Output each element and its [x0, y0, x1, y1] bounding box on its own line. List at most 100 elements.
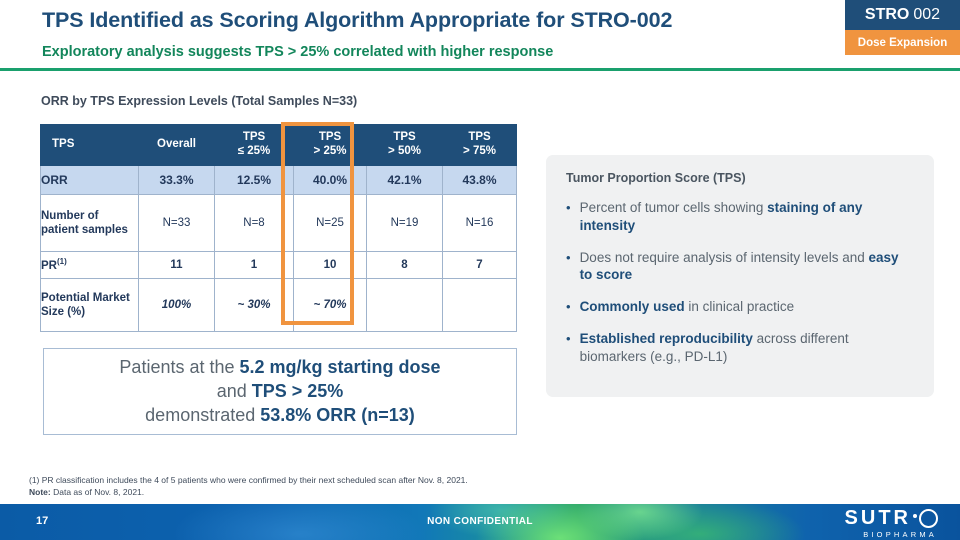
page-number: 17 [36, 515, 49, 527]
key-result-callout: Patients at the 5.2 mg/kg starting dose … [43, 348, 517, 435]
cell-pr-overall: 11 [138, 251, 215, 279]
cell-pr-gt50: 8 [366, 251, 443, 279]
cell-pm-overall: 100% [138, 278, 215, 332]
header-line-2: ≤ 25% [237, 145, 271, 157]
bullet-dot-icon: • [566, 249, 571, 265]
header-line-2: > 25% [313, 145, 347, 157]
callout-line-3-plain: demonstrated [145, 405, 261, 426]
table-header-cell-tps-gt-50: TPS > 50% [366, 124, 443, 166]
cell-n-gt25: N=25 [293, 194, 367, 252]
row-label-pr-text: PR [41, 259, 57, 272]
list-item: • Does not require analysis of intensity… [566, 249, 914, 285]
footer-bar: 17 NON CONFIDENTIAL SUTR BIOPHARMA [0, 504, 960, 540]
table-header-cell-overall: Overall [138, 124, 215, 166]
row-label-pr-footnote-marker: (1) [56, 256, 67, 266]
bullet-text: Established reproducibility across diffe… [580, 330, 914, 366]
callout-line-2-bold: TPS > 25% [251, 380, 344, 401]
list-item: • Commonly used in clinical practice [566, 298, 914, 316]
cell-pm-gt75 [442, 278, 517, 332]
footnote-note-label: Note: [29, 487, 51, 498]
header-line-1: TPS [242, 131, 266, 144]
table-header-cell-tps-gt-75: TPS > 75% [442, 124, 517, 166]
header-line-1: TPS [468, 131, 491, 144]
cell-orr-gt75: 43.8% [442, 165, 517, 195]
program-badge-name: STRO [864, 6, 910, 23]
table-header-row: TPS Overall TPS ≤ 25% TPS > 25% TPS > 50… [40, 124, 517, 166]
cell-pr-gt75: 7 [442, 251, 517, 279]
header-line-1: TPS [318, 131, 342, 144]
table-header-cell-tps-gt-25: TPS > 25% [293, 124, 367, 166]
program-badge-phase: Dose Expansion [845, 30, 960, 55]
header-line-2: > 75% [463, 145, 496, 157]
bullet-dot-icon: • [566, 299, 571, 315]
row-label-pr: PR(1) [40, 251, 139, 279]
table-header-cell-tps: TPS [40, 124, 139, 166]
footnote-1: (1) PR classification includes the 4 of … [29, 475, 468, 485]
table-row: PR(1) 11 1 10 8 7 [40, 251, 517, 279]
bullet-text: Percent of tumor cells showing staining … [580, 199, 914, 235]
bullet-plain-1: Percent of tumor cells showing [579, 200, 768, 215]
row-label-potential-market-size: Potential Market Size (%) [40, 278, 139, 332]
program-badge: STRO 002 Dose Expansion [845, 0, 960, 55]
callout-line-2-plain: and [216, 380, 252, 401]
cell-orr-le25: 12.5% [214, 165, 294, 195]
footnote-note: Note: Data as of Nov. 8, 2021. [29, 486, 468, 498]
bullet-plain-2: in clinical practice [684, 299, 795, 315]
header-line-2: > 50% [388, 145, 421, 157]
bullet-bold-1: easy to score [579, 249, 899, 283]
cell-pm-gt50 [366, 278, 443, 332]
bullet-dot-icon: • [566, 331, 571, 347]
header-line-1: TPS [393, 131, 416, 144]
bullet-bold-1: staining of any intensity [579, 200, 863, 233]
cell-orr-gt50: 42.1% [366, 165, 443, 195]
cell-pr-le25: 1 [214, 251, 294, 279]
table-row: Potential Market Size (%) 100% ~ 30% ~ 7… [40, 278, 517, 332]
table-row: ORR 33.3% 12.5% 40.0% 42.1% 43.8% [40, 165, 517, 195]
orr-table: TPS Overall TPS ≤ 25% TPS > 25% TPS > 50… [40, 124, 517, 332]
header-line-1: Overall [157, 138, 196, 151]
callout-line-3: demonstrated 53.8% ORR (n=13) [145, 404, 415, 427]
callout-line-1: Patients at the 5.2 mg/kg starting dose [119, 356, 440, 379]
header-line-1: TPS [52, 138, 75, 151]
tps-panel-title: Tumor Proportion Score (TPS) [566, 171, 746, 185]
program-badge-title: STRO 002 [845, 0, 960, 30]
bullet-bold-1: Commonly used [579, 299, 685, 315]
footnote-note-text: Data as of Nov. 8, 2021. [50, 487, 145, 498]
bullet-text: Commonly used in clinical practice [580, 298, 795, 316]
cell-pm-gt25: ~ 70% [293, 278, 367, 332]
logo-wordmark-text: SUTR [844, 507, 911, 529]
cell-pm-le25: ~ 30% [214, 278, 294, 332]
bullet-text: Does not require analysis of intensity l… [580, 249, 914, 285]
bullet-dot-icon: • [566, 200, 571, 215]
bullet-bold-1: Established reproducibility [579, 331, 753, 347]
logo-dot-icon [913, 513, 917, 518]
callout-line-2: and TPS > 25% [217, 380, 344, 403]
tps-definition-panel: Tumor Proportion Score (TPS) • Percent o… [546, 155, 934, 397]
table-caption: ORR by TPS Expression Levels (Total Samp… [41, 94, 358, 108]
table-header-cell-tps-le-25: TPS ≤ 25% [214, 124, 294, 166]
company-logo: SUTR BIOPHARMA [845, 508, 938, 539]
page-subtitle: Exploratory analysis suggests TPS > 25% … [42, 44, 554, 60]
logo-subtitle: BIOPHARMA [863, 530, 937, 539]
cell-n-gt50: N=19 [366, 194, 443, 252]
callout-line-3-bold: 53.8% ORR (n=13) [260, 405, 415, 426]
cell-orr-overall: 33.3% [138, 165, 215, 195]
cell-n-le25: N=8 [214, 194, 294, 252]
cell-n-overall: N=33 [138, 194, 215, 252]
bullet-plain-2: across different biomarkers (e.g., PD-L1… [579, 331, 849, 364]
logo-ring-icon [919, 508, 938, 528]
cell-n-gt75: N=16 [442, 194, 517, 252]
callout-line-1-plain: Patients at the [119, 356, 240, 377]
page-title: TPS Identified as Scoring Algorithm Appr… [42, 8, 673, 32]
confidentiality-label: NON CONFIDENTIAL [427, 516, 533, 527]
callout-line-1-bold: 5.2 mg/kg starting dose [239, 356, 441, 377]
row-label-orr: ORR [40, 165, 139, 195]
list-item: • Percent of tumor cells showing stainin… [566, 199, 914, 235]
row-label-number-of-patient-samples: Number of patient samples [40, 194, 139, 252]
cell-orr-gt25: 40.0% [293, 165, 367, 195]
cell-pr-gt25: 10 [293, 251, 367, 279]
header-divider [0, 68, 960, 71]
footnotes: (1) PR classification includes the 4 of … [29, 474, 468, 499]
program-badge-number: 002 [913, 6, 941, 23]
